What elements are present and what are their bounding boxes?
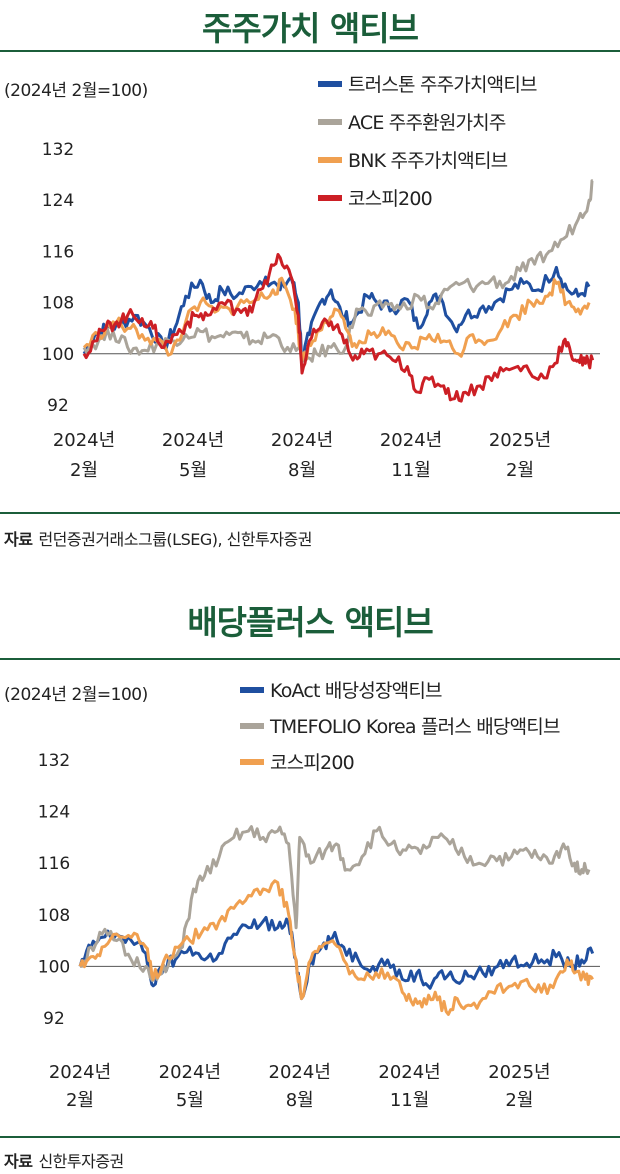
chart-1-plot: 92 100 108 116 124 132 2024년 2월 2024년 5월 2024년 8월 20…	[42, 140, 600, 481]
series-line	[79, 825, 591, 983]
x-tick-label-month: 2월	[506, 460, 534, 481]
x-tick-label-month: 2월	[70, 460, 98, 481]
legend-label: BNK 주주가치액티브	[348, 150, 508, 172]
x-tick-label-year: 2024년	[162, 430, 224, 451]
x-tick-label-year: 2024년	[271, 430, 333, 451]
series-line	[82, 179, 594, 363]
y-tick-label: 124	[42, 191, 74, 211]
source-label: 자료	[4, 530, 33, 549]
legend-swatch	[240, 723, 264, 729]
x-tick-label-month: 11월	[391, 460, 430, 481]
x-tick-label-month: 5월	[179, 460, 207, 481]
chart-2-source: 자료 신한투자증권	[4, 1148, 124, 1172]
x-tick-label-year: 2024년	[49, 1062, 111, 1083]
x-tick-label-month: 8월	[286, 1090, 314, 1111]
chart-2-subtitle: (2024년 2월=100)	[4, 685, 148, 705]
series-line	[78, 879, 594, 1016]
x-tick-label-year: 2025년	[489, 430, 551, 451]
chart-1-subtitle: (2024년 2월=100)	[4, 81, 148, 101]
x-tick-label-year: 2024년	[378, 1062, 440, 1083]
chart-2-bottom-rule	[0, 1136, 620, 1138]
legend-swatch	[318, 157, 342, 163]
y-tick-label: 100	[42, 345, 74, 365]
y-tick-label: 124	[38, 803, 70, 823]
chart-2-top-rule	[0, 658, 620, 660]
source-text: 신한투자증권	[38, 1152, 124, 1171]
y-tick-label: 116	[38, 854, 70, 874]
x-tick-label-year: 2024년	[269, 1062, 331, 1083]
x-tick-label-year: 2024년	[380, 430, 442, 451]
series-line	[82, 276, 591, 362]
legend-label: TMEFOLIO Korea 플러스 배당액티브	[270, 716, 560, 738]
chart-panel-1: 주주가치 액티브 (2024년 2월=100) 트러스톤 주주가치액티브 ACE…	[0, 0, 620, 560]
legend-swatch	[240, 759, 264, 765]
legend-label: KoAct 배당성장액티브	[270, 680, 443, 702]
legend-label: 트러스톤 주주가치액티브	[348, 74, 538, 96]
chart-2-title: 배당플러스 액티브	[187, 603, 433, 642]
x-tick-label-year: 2024년	[53, 430, 115, 451]
y-tick-label: 100	[38, 957, 70, 977]
x-tick-label-month: 2월	[505, 1090, 533, 1111]
y-tick-label: 92	[43, 1009, 65, 1029]
chart-1-top-rule	[0, 50, 620, 52]
y-tick-label: 108	[42, 294, 74, 314]
chart-2-plot: 92 100 108 116 124 132 2024년 2월 2024년 5월 2024년 8월 20…	[38, 751, 600, 1111]
series-line	[82, 253, 595, 403]
legend-swatch	[240, 687, 264, 693]
legend-swatch	[318, 119, 342, 125]
y-tick-label: 132	[42, 140, 74, 160]
chart-panel-2: 배당플러스 액티브 (2024년 2월=100) KoAct 배당성장액티브 T…	[0, 580, 620, 1174]
y-tick-label: 132	[38, 751, 70, 771]
chart-1-title: 주주가치 액티브	[201, 9, 419, 48]
y-tick-label: 92	[47, 396, 69, 416]
x-tick-label-year: 2025년	[488, 1062, 550, 1083]
x-tick-label-year: 2024년	[159, 1062, 221, 1083]
legend-swatch	[318, 195, 342, 201]
source-label: 자료	[4, 1152, 33, 1171]
chart-1-source: 자료 런던증권거래소그룹(LSEG), 신한투자증권	[4, 526, 312, 550]
x-tick-label-month: 8월	[288, 460, 316, 481]
chart-1-bottom-rule	[0, 512, 620, 514]
legend-label: 코스피200	[348, 188, 433, 210]
source-text: 런던증권거래소그룹(LSEG), 신한투자증권	[38, 530, 312, 549]
y-tick-label: 108	[38, 906, 70, 926]
legend-label: ACE 주주환원가치주	[348, 112, 506, 134]
x-tick-label-month: 11월	[390, 1090, 429, 1111]
x-tick-label-month: 2월	[66, 1090, 94, 1111]
x-tick-label-month: 5월	[176, 1090, 204, 1111]
legend-swatch	[318, 81, 342, 87]
legend-label: 코스피200	[270, 752, 355, 774]
y-tick-label: 116	[42, 242, 74, 262]
